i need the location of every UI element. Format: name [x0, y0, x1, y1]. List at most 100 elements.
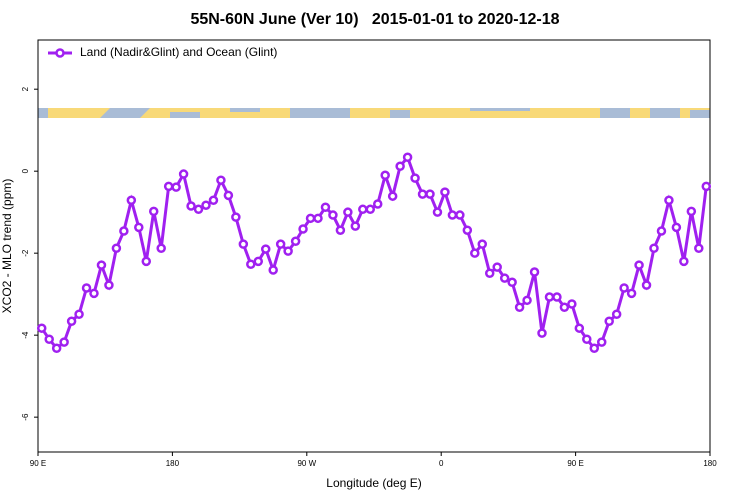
data-point: [492, 262, 502, 272]
data-point: [671, 222, 682, 233]
data-point: [470, 248, 480, 258]
x-tick-label: 0: [439, 459, 444, 468]
data-point: [163, 181, 174, 192]
data-point: [156, 243, 166, 254]
data-point: [552, 292, 562, 302]
data-point: [701, 181, 712, 192]
data-point: [59, 337, 69, 347]
data-point: [582, 334, 592, 345]
x-tick-label: 180: [703, 459, 717, 468]
y-tick-label: -2: [21, 249, 30, 257]
data-point: [171, 182, 181, 192]
data-point: [178, 169, 189, 179]
x-tick-label: 90 E: [567, 459, 583, 468]
data-point: [126, 195, 137, 206]
x-tick-label: 90 E: [30, 459, 46, 468]
data-point: [51, 343, 62, 354]
data-point: [275, 239, 286, 249]
data-point: [537, 328, 547, 338]
data-point: [201, 200, 211, 210]
data-point: [290, 236, 301, 247]
data-point: [186, 201, 196, 211]
x-axis-label: Longitude (deg E): [326, 476, 421, 490]
data-point: [253, 256, 264, 267]
data-point: [246, 259, 256, 269]
data-point: [66, 316, 77, 326]
data-point: [104, 280, 114, 290]
data-point: [440, 187, 450, 197]
y-axis-label: XCO2 - MLO trend (ppm): [0, 179, 14, 314]
data-point: [611, 309, 622, 320]
data-point: [81, 283, 92, 293]
data-point: [634, 260, 644, 270]
data-point: [544, 292, 555, 302]
data-point: [589, 343, 600, 354]
data-point: [619, 283, 629, 293]
data-point: [260, 244, 271, 254]
data-point: [44, 334, 54, 345]
data-point: [283, 246, 293, 256]
data-point: [193, 204, 204, 215]
data-point: [335, 225, 346, 235]
data-point: [238, 239, 249, 249]
data-point: [462, 225, 473, 235]
data-point: [686, 206, 697, 217]
data-point: [395, 161, 405, 172]
data-point: [514, 302, 525, 313]
y-tick-label: 2: [21, 86, 30, 91]
data-point: [417, 189, 428, 199]
data-point: [402, 152, 413, 162]
data-point: [350, 221, 361, 231]
y-tick-label: 0: [21, 168, 30, 173]
data-point: [365, 204, 376, 215]
data-point: [664, 195, 674, 206]
data-point: [567, 299, 577, 309]
data-point: [387, 191, 398, 201]
data-point: [305, 213, 316, 224]
data-point: [447, 210, 458, 220]
data-point: [298, 224, 308, 234]
data-point: [604, 316, 614, 326]
data-point: [119, 226, 129, 236]
data-point: [36, 323, 47, 333]
data-point: [574, 323, 585, 333]
land-ocean-strip: [38, 108, 710, 118]
legend-label: Land (Nadir&Glint) and Ocean (Glint): [80, 45, 277, 59]
data-point: [656, 226, 667, 236]
data-point: [358, 204, 368, 215]
data-point: [313, 213, 323, 224]
data-point: [208, 195, 219, 206]
data-point: [679, 256, 689, 267]
data-point: [432, 207, 443, 217]
plot-frame: [37, 39, 711, 453]
data-point: [268, 265, 278, 275]
data-point: [380, 170, 390, 181]
data-point: [74, 309, 84, 320]
data-point: [425, 189, 435, 199]
data-point: [343, 207, 353, 217]
data-point: [410, 173, 420, 183]
x-tick-label: 180: [166, 459, 180, 468]
y-tick-label: -6: [21, 413, 30, 421]
data-point: [455, 210, 465, 220]
y-tick-label: -4: [21, 331, 30, 339]
data-point: [477, 239, 488, 249]
data-point: [328, 210, 338, 220]
data-point: [529, 267, 540, 277]
data-point: [522, 295, 532, 306]
data-point: [134, 222, 144, 233]
data-point: [641, 280, 652, 290]
data-point: [216, 175, 226, 185]
data-point: [141, 256, 152, 267]
x-tick-label: 90 W: [297, 459, 316, 468]
data-point: [499, 273, 510, 283]
data-point: [89, 288, 99, 299]
data-point: [223, 190, 234, 201]
chart-title: 55N-60N June (Ver 10) 2015-01-01 to 2020…: [190, 11, 559, 28]
data-point: [372, 199, 383, 209]
data-point: [148, 206, 159, 217]
data-point: [649, 243, 659, 254]
data-point: [694, 243, 704, 254]
